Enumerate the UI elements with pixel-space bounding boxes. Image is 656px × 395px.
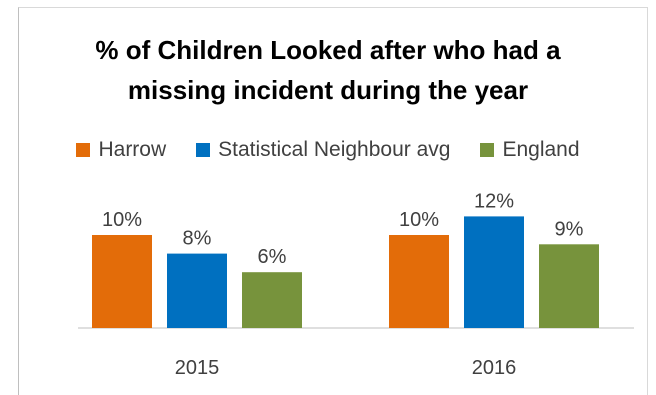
bar-2016-statistical-neighbour-avg (464, 216, 524, 328)
legend-item-harrow: Harrow (76, 138, 166, 162)
legend-label-england: England (502, 138, 580, 161)
data-label-2015-harrow: 10% (102, 209, 142, 231)
data-label-2015-england: 6% (258, 246, 287, 268)
x-tick-label-2016: 2016 (472, 357, 517, 379)
legend-swatch-statistical-neighbour (196, 143, 211, 157)
data-label-2016-england: 9% (555, 218, 584, 240)
legend-item-statistical-neighbour: Statistical Neighbour avg (196, 138, 450, 162)
bar-2016-england (539, 244, 599, 328)
bar-2016-harrow (389, 235, 449, 328)
legend-label-harrow: Harrow (98, 138, 167, 161)
data-label-2016-harrow: 10% (399, 209, 439, 231)
bar-2015-harrow (92, 235, 152, 328)
bar-2015-statistical-neighbour-avg (167, 253, 227, 328)
chart-area (18, 7, 648, 395)
data-label-2016-statistical-neighbour-avg: 12% (474, 190, 514, 212)
legend-label-statistical-neighbour: Statistical Neighbour avg (218, 138, 451, 161)
legend: Harrow Statistical Neighbour avg England (0, 138, 656, 162)
x-tick-label-2015: 2015 (175, 357, 220, 379)
chart-title: % of Children Looked after who had a mis… (95, 35, 561, 105)
legend-item-england: England (480, 138, 580, 162)
legend-swatch-england (480, 143, 495, 157)
bar-2015-england (242, 272, 302, 328)
data-label-2015-statistical-neighbour-avg: 8% (183, 228, 212, 250)
legend-swatch-harrow (76, 143, 91, 157)
